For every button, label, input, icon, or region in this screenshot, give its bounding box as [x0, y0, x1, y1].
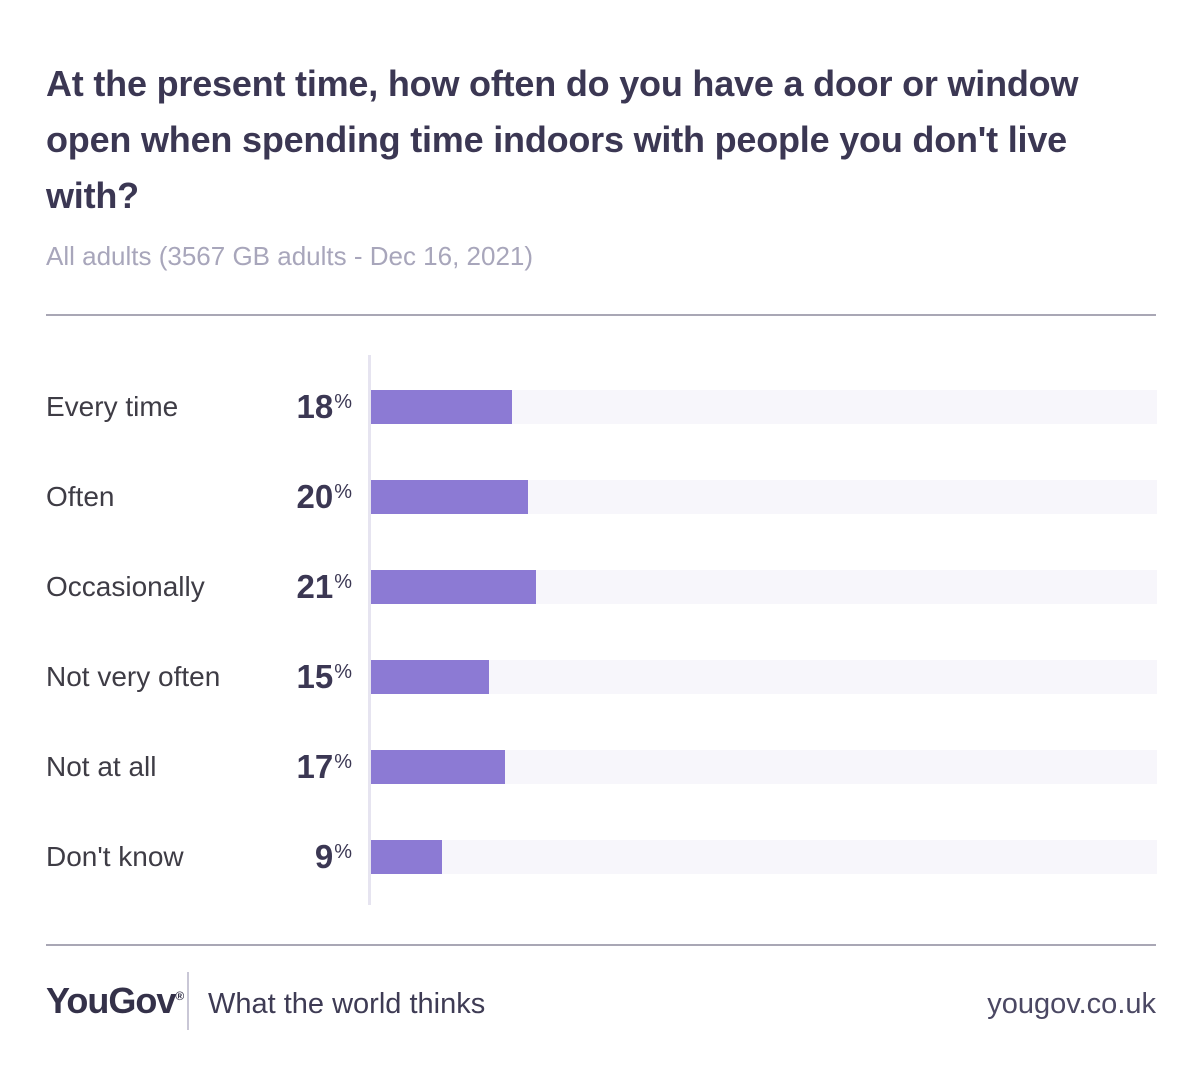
percent-sign: %	[334, 481, 352, 503]
value-label: 15%	[256, 658, 352, 696]
value-number: 15	[296, 658, 334, 695]
yougov-logo-text: YouGov	[46, 980, 176, 1021]
category-label: Don't know	[46, 841, 184, 872]
category-label: Every time	[46, 391, 179, 422]
value-number: 21	[296, 568, 334, 605]
bar-track	[371, 840, 1157, 874]
chart-row: Don't know 9%	[46, 812, 1157, 902]
bar-rows: Every time 18% Often 20% Occasionally 21% Not …	[46, 362, 1157, 902]
bar-fill	[371, 480, 529, 514]
category-label: Not at all	[46, 751, 157, 782]
percent-sign: %	[334, 841, 352, 863]
bar-track	[371, 390, 1157, 424]
yougov-logo: YouGov®	[46, 980, 184, 1022]
axis-line	[368, 355, 371, 905]
bar-fill	[371, 750, 505, 784]
bar-track	[371, 570, 1157, 604]
bar-track	[371, 750, 1157, 784]
bar-track	[371, 480, 1157, 514]
chart-row: Often 20%	[46, 452, 1157, 542]
bar-chart: Every time 18% Often 20% Occasionally 21% Not …	[46, 355, 1157, 905]
value-label: 18%	[256, 388, 352, 426]
percent-sign: %	[334, 391, 352, 413]
value-label: 20%	[256, 478, 352, 516]
chart-row: Every time 18%	[46, 362, 1157, 452]
value-number: 17	[296, 748, 334, 785]
bar-fill	[371, 570, 537, 604]
value-label: 17%	[256, 748, 352, 786]
percent-sign: %	[334, 751, 352, 773]
chart-row: Not at all 17%	[46, 722, 1157, 812]
footer-tagline: What the world thinks	[208, 988, 486, 1020]
value-number: 9	[314, 838, 334, 875]
bottom-divider-rule	[46, 944, 1156, 946]
category-label: Not very often	[46, 661, 221, 692]
bar-fill	[371, 840, 442, 874]
chart-title: At the present time, how often do you ha…	[46, 63, 1079, 216]
value-label: 9%	[256, 838, 352, 876]
percent-sign: %	[334, 571, 352, 593]
chart-row: Not very often 15%	[46, 632, 1157, 722]
bar-fill	[371, 390, 513, 424]
value-number: 18	[296, 388, 334, 425]
top-divider-rule	[46, 314, 1156, 316]
category-label: Often	[46, 481, 115, 512]
value-label: 21%	[256, 568, 352, 606]
chart-row: Occasionally 21%	[46, 542, 1157, 632]
bar-fill	[371, 660, 489, 694]
bar-track	[371, 660, 1157, 694]
value-number: 20	[296, 478, 334, 515]
website-url: yougov.co.uk	[987, 988, 1156, 1020]
chart-subtitle: All adults (3567 GB adults - Dec 16, 202…	[46, 241, 534, 271]
category-label: Occasionally	[46, 571, 205, 602]
registered-trademark-icon: ®	[175, 989, 185, 1003]
footer-divider	[187, 972, 189, 1030]
percent-sign: %	[334, 661, 352, 683]
